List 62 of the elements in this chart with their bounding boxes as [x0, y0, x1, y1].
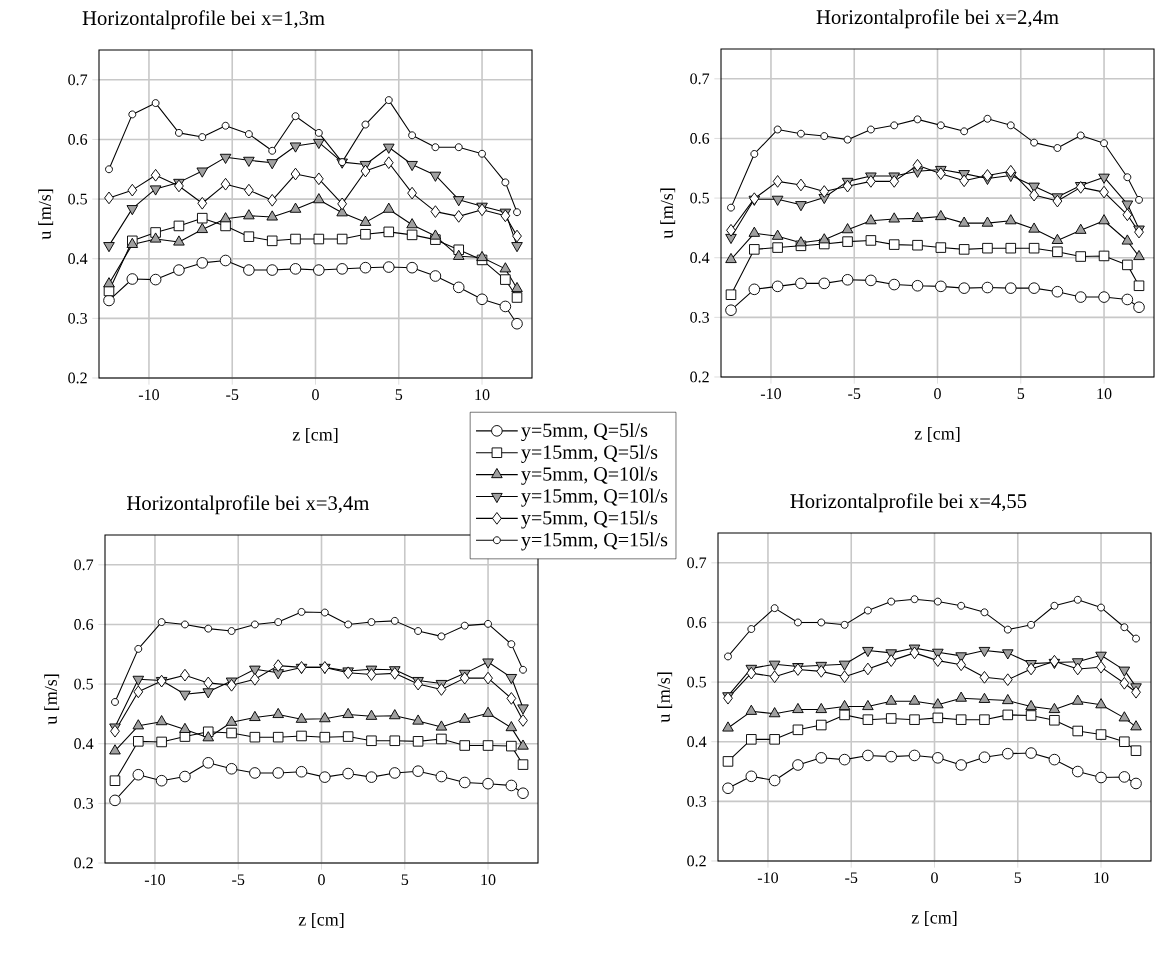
x-tick-label: 5	[1017, 388, 1025, 399]
y-tick-label: 0.5	[74, 678, 93, 690]
x-tick-label: 10	[481, 874, 496, 886]
x-tick-label: 10	[475, 389, 490, 401]
x-axis-title: z [cm]	[911, 911, 957, 926]
y-tick-label: 0.3	[68, 312, 87, 324]
y-tick-label: 0.3	[690, 311, 710, 323]
legend-label: y=5mm, Q=5l/s	[521, 422, 648, 442]
y-tick-label: 0.3	[687, 795, 707, 807]
y-tick-label: 0.5	[690, 192, 710, 204]
legend-label: y=15mm, Q=5l/s	[521, 444, 658, 463]
y-tick-label: 0.7	[74, 559, 94, 571]
x-tick-label: -5	[226, 389, 239, 400]
y-tick-label: 0.4	[74, 738, 94, 750]
y-tick-label: 0.4	[687, 736, 707, 748]
chart-title: Horizontalprofile bei x=2,4m	[816, 9, 1059, 29]
legend-label: y=5mm, Q=15l/s	[521, 510, 658, 529]
y-tick-label: 0.5	[68, 193, 87, 205]
y-tick-label: 0.7	[68, 74, 88, 86]
y-tick-label: 0.2	[68, 372, 87, 384]
y-tick-label: 0.3	[74, 797, 93, 809]
y-tick-label: 0.7	[690, 73, 710, 85]
y-tick-label: 0.6	[687, 617, 707, 628]
y-tick-label: 0.7	[687, 557, 707, 569]
y-tick-label: 0.6	[690, 133, 710, 144]
x-tick-label: -5	[845, 872, 858, 883]
x-tick-label: 5	[401, 874, 409, 885]
legend-label: y=15mm, Q=10l/s	[521, 488, 668, 507]
y-tick-label: 0.4	[690, 252, 710, 264]
y-tick-label: 0.2	[690, 371, 709, 383]
y-tick-label: 0.6	[74, 619, 94, 630]
x-tick-label: 5	[395, 389, 403, 400]
y-axis-title: u [m/s]	[38, 189, 54, 240]
y-tick-label: 0.6	[68, 134, 88, 145]
y-tick-label: 0.2	[74, 857, 93, 869]
chart-title: Horizontalprofile bei x=4,55	[790, 493, 1027, 513]
x-tick-label: 10	[1097, 388, 1112, 400]
y-axis-title: u [m/s]	[660, 188, 676, 239]
x-tick-label: 10	[1094, 872, 1109, 884]
legend-label: y=5mm, Q=10l/s	[521, 466, 658, 485]
x-tick-label: -10	[144, 874, 166, 886]
chart-title: Horizontalprofile bei x=1,3m	[82, 10, 325, 30]
y-tick-label: 0.5	[687, 676, 707, 688]
x-tick-label: -5	[848, 388, 861, 399]
x-tick-label: -10	[138, 389, 160, 401]
x-tick-label: -5	[232, 874, 245, 885]
x-tick-label: -10	[760, 388, 782, 400]
y-axis-title: u [m/s]	[657, 672, 673, 723]
x-axis-title: z [cm]	[914, 427, 960, 442]
chart-title: Horizontalprofile bei x=3,4m	[127, 495, 370, 515]
y-axis-title: u [m/s]	[44, 674, 60, 725]
x-tick-label: 0	[931, 872, 938, 884]
x-tick-label: 5	[1014, 872, 1022, 883]
legend-label: y=15mm, Q=15l/s	[521, 532, 668, 551]
x-tick-label: 0	[934, 388, 941, 400]
x-axis-title: z [cm]	[298, 913, 344, 928]
x-tick-label: -10	[757, 872, 779, 884]
x-tick-label: 0	[318, 874, 325, 886]
y-tick-label: 0.4	[68, 253, 88, 265]
y-tick-label: 0.2	[687, 855, 706, 867]
x-axis-title: z [cm]	[292, 428, 338, 443]
x-tick-label: 0	[312, 389, 319, 401]
